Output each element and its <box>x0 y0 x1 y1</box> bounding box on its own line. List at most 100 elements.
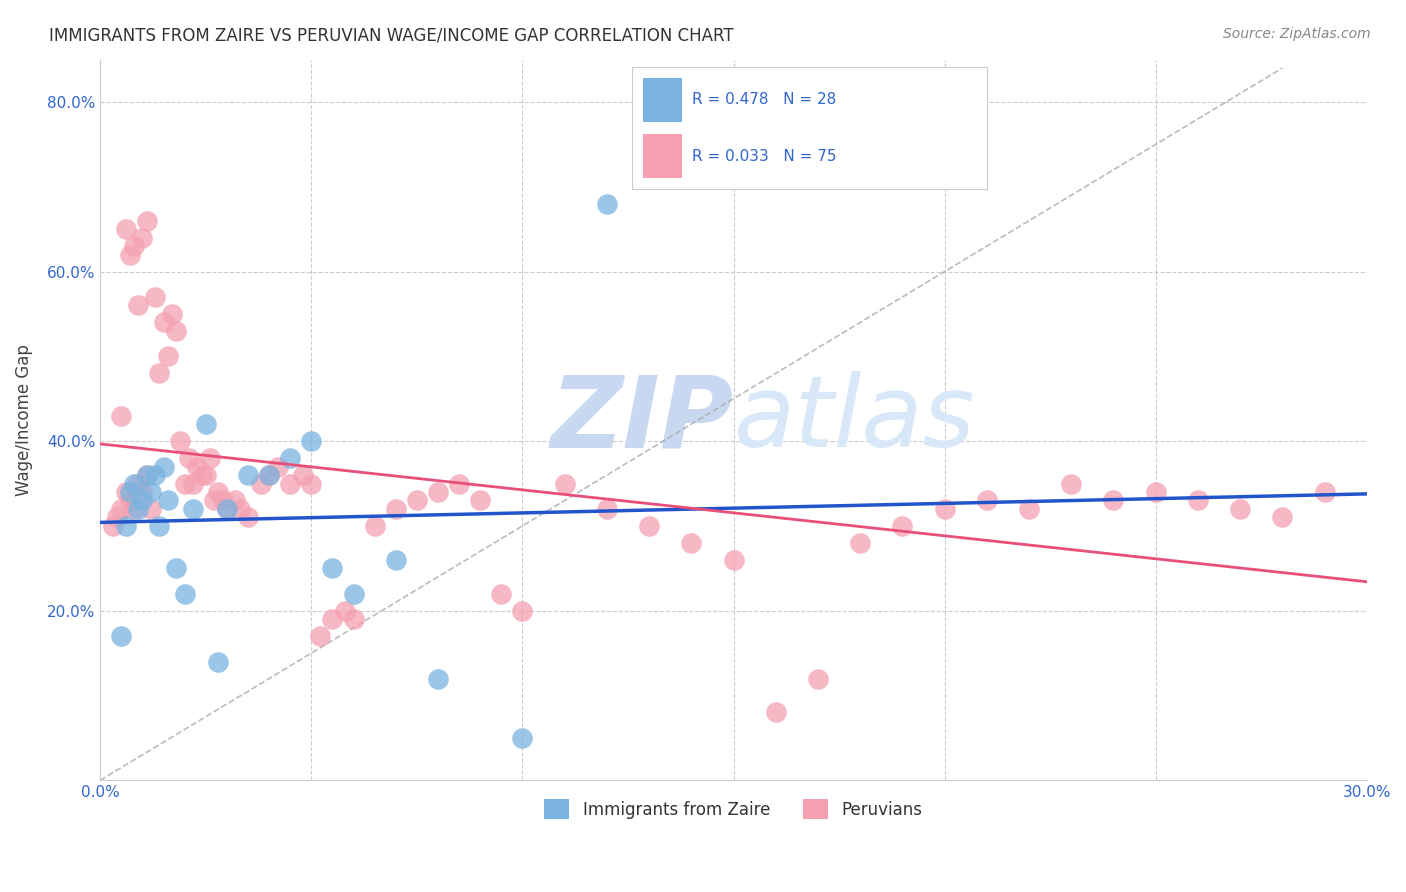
Point <box>363 519 385 533</box>
Point <box>207 655 229 669</box>
Point <box>1187 493 1209 508</box>
Point <box>152 459 174 474</box>
Point <box>849 536 872 550</box>
Point <box>333 604 356 618</box>
Point <box>139 502 162 516</box>
Point <box>266 459 288 474</box>
Point <box>934 502 956 516</box>
Point <box>215 502 238 516</box>
Text: Source: ZipAtlas.com: Source: ZipAtlas.com <box>1223 27 1371 41</box>
Point <box>114 519 136 533</box>
Point <box>299 434 322 449</box>
Point <box>1018 502 1040 516</box>
Point <box>160 307 183 321</box>
Point <box>135 468 157 483</box>
Point <box>342 612 364 626</box>
Point <box>114 485 136 500</box>
Point <box>228 502 250 516</box>
Point <box>110 629 132 643</box>
Point <box>470 493 492 508</box>
Point <box>118 247 141 261</box>
Point <box>165 324 187 338</box>
Point <box>308 629 330 643</box>
Point <box>131 493 153 508</box>
Point <box>114 222 136 236</box>
Point <box>427 672 450 686</box>
Point <box>118 485 141 500</box>
Point <box>122 476 145 491</box>
Point <box>156 493 179 508</box>
Point <box>257 468 280 483</box>
Legend: Immigrants from Zaire, Peruvians: Immigrants from Zaire, Peruvians <box>537 792 929 826</box>
Point <box>177 451 200 466</box>
Point <box>512 604 534 618</box>
Point <box>342 587 364 601</box>
Point <box>131 230 153 244</box>
Point <box>976 493 998 508</box>
Point <box>236 510 259 524</box>
Point <box>110 409 132 423</box>
Point <box>135 468 157 483</box>
Point <box>491 587 513 601</box>
Point <box>427 485 450 500</box>
Point <box>143 468 166 483</box>
Point <box>127 298 149 312</box>
Point <box>173 587 195 601</box>
Point <box>1271 510 1294 524</box>
Point <box>122 239 145 253</box>
Point <box>1144 485 1167 500</box>
Point <box>1229 502 1251 516</box>
Point <box>122 502 145 516</box>
Point <box>190 468 212 483</box>
Point <box>105 510 128 524</box>
Point <box>807 672 830 686</box>
Point <box>236 468 259 483</box>
Point <box>1102 493 1125 508</box>
Point <box>143 290 166 304</box>
Point <box>384 502 406 516</box>
Point <box>181 502 204 516</box>
Point <box>131 485 153 500</box>
Point <box>148 519 170 533</box>
Point <box>202 493 225 508</box>
Point <box>681 536 703 550</box>
Text: ZIP: ZIP <box>551 371 734 468</box>
Point <box>1313 485 1336 500</box>
Point <box>891 519 914 533</box>
Point <box>110 502 132 516</box>
Point <box>127 476 149 491</box>
Point <box>135 213 157 227</box>
Point <box>194 468 217 483</box>
Point <box>299 476 322 491</box>
Point <box>148 367 170 381</box>
Point <box>198 451 221 466</box>
Point <box>554 476 576 491</box>
Point <box>321 561 343 575</box>
Point <box>291 468 314 483</box>
Point <box>278 451 301 466</box>
Point <box>186 459 208 474</box>
Point <box>321 612 343 626</box>
Point <box>638 519 661 533</box>
Point <box>405 493 427 508</box>
Point <box>723 553 745 567</box>
Point <box>596 502 619 516</box>
Point <box>207 485 229 500</box>
Text: atlas: atlas <box>734 371 976 468</box>
Point <box>211 493 233 508</box>
Point <box>512 731 534 745</box>
Point <box>765 706 787 720</box>
Point <box>173 476 195 491</box>
Point <box>449 476 471 491</box>
Text: IMMIGRANTS FROM ZAIRE VS PERUVIAN WAGE/INCOME GAP CORRELATION CHART: IMMIGRANTS FROM ZAIRE VS PERUVIAN WAGE/I… <box>49 27 734 45</box>
Point <box>118 493 141 508</box>
Point <box>127 502 149 516</box>
Point <box>165 561 187 575</box>
Point <box>181 476 204 491</box>
Point <box>215 502 238 516</box>
Point <box>152 315 174 329</box>
Point <box>101 519 124 533</box>
Y-axis label: Wage/Income Gap: Wage/Income Gap <box>15 344 32 496</box>
Point <box>278 476 301 491</box>
Point <box>139 485 162 500</box>
